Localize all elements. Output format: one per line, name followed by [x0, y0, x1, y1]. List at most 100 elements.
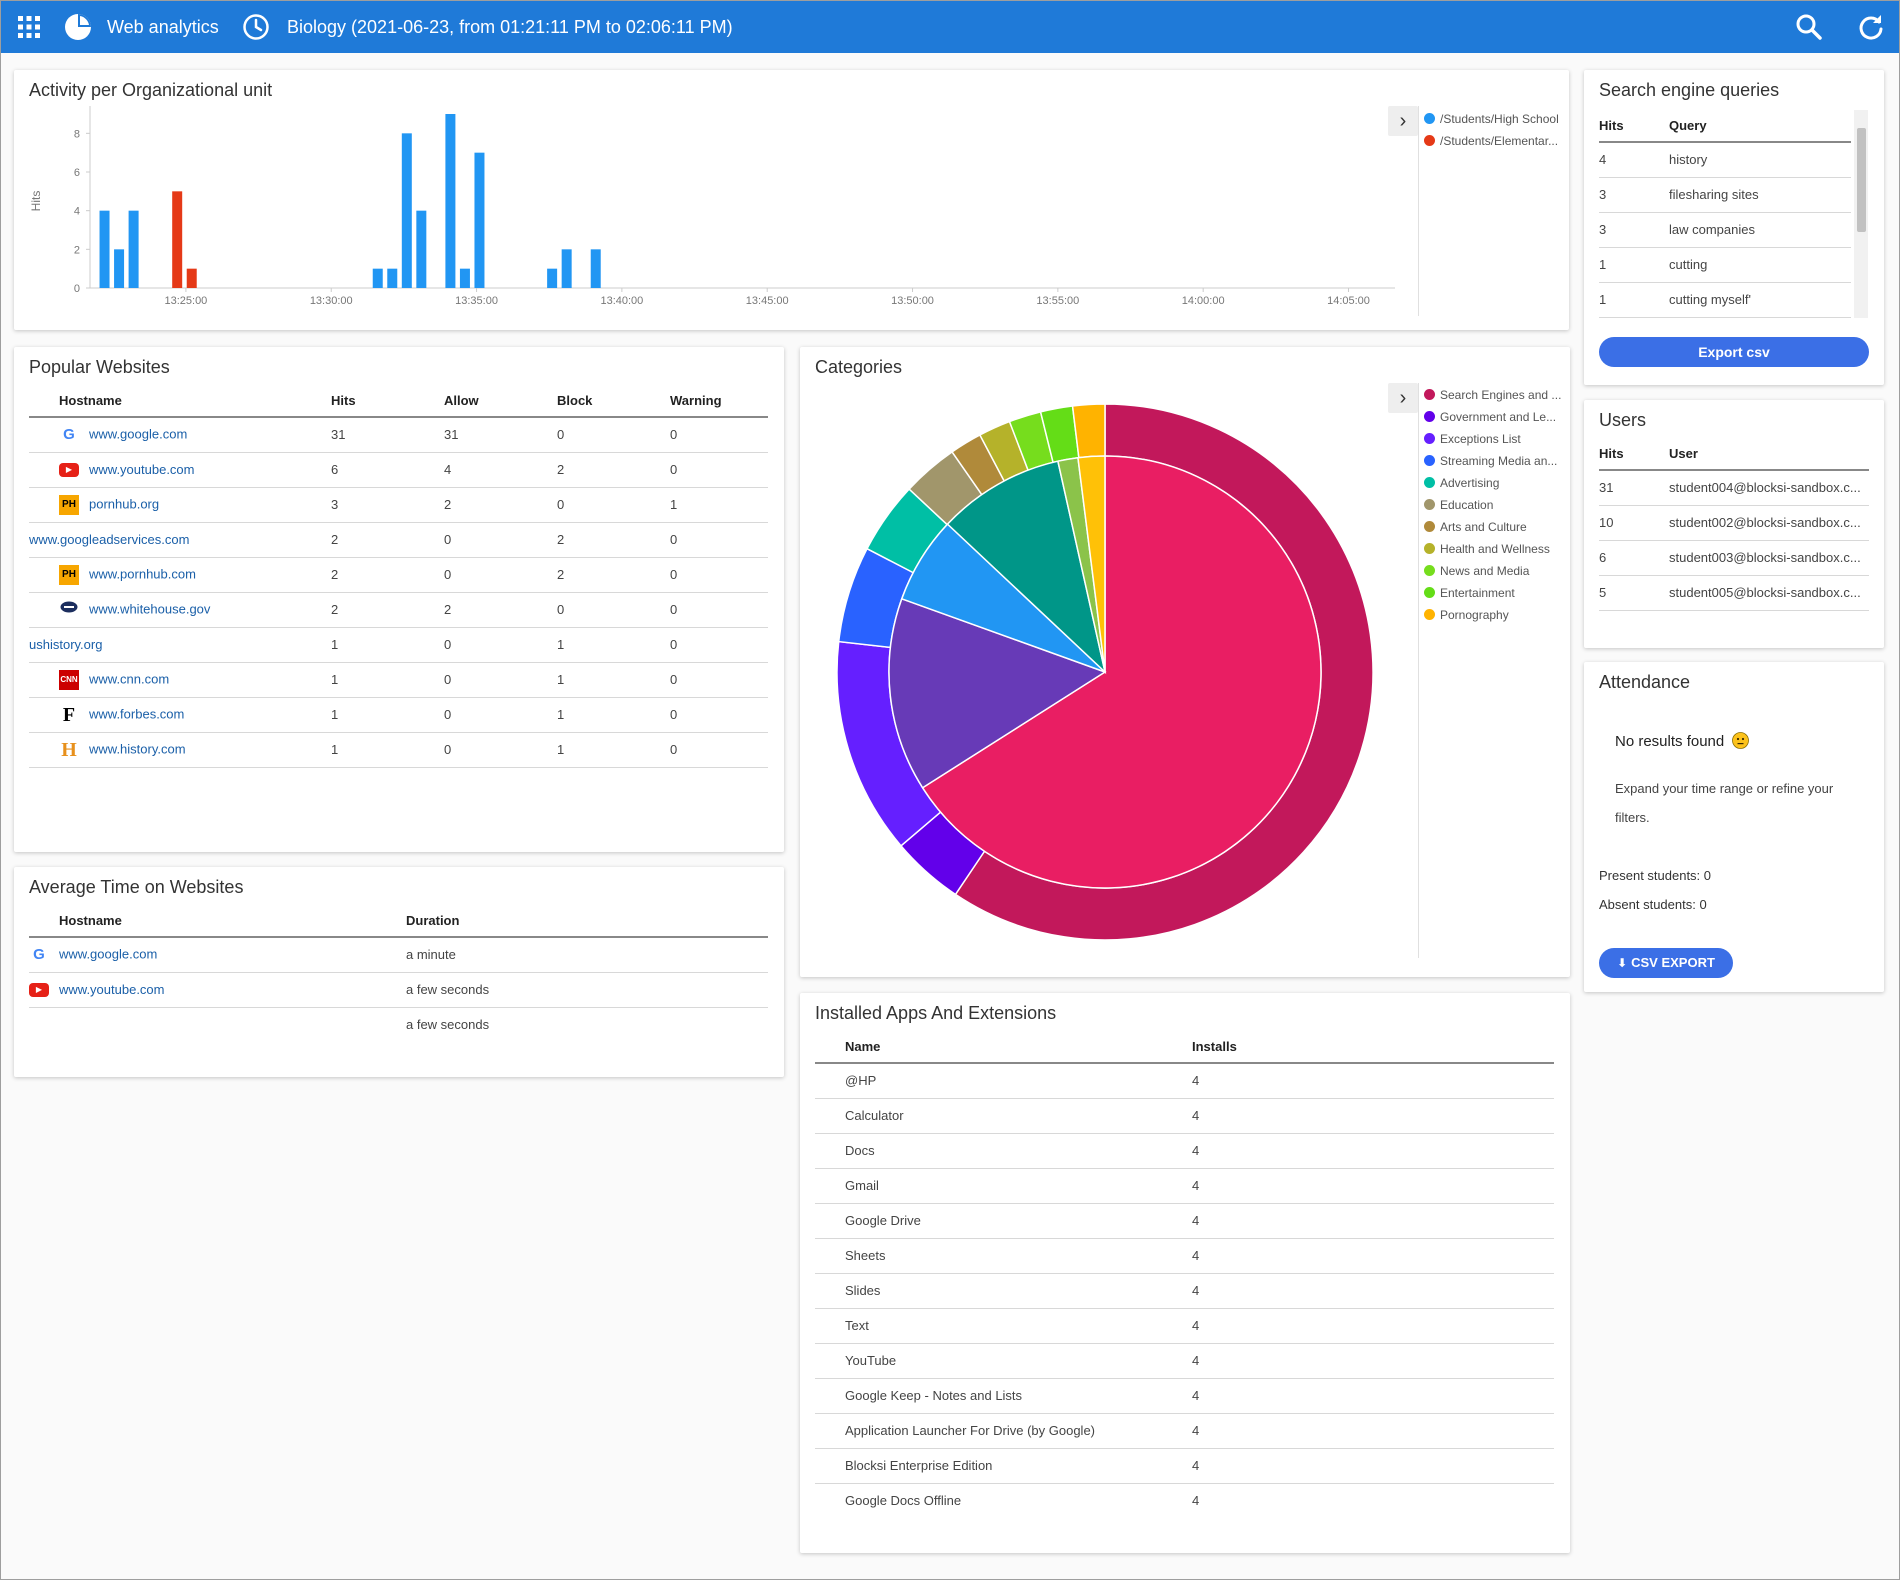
bar[interactable] — [401, 133, 412, 288]
table-row[interactable]: 5 student005@blocksi-sandbox.c... — [1599, 575, 1869, 611]
table-row[interactable]: 6 student003@blocksi-sandbox.c... — [1599, 540, 1869, 576]
table-row[interactable]: 3 law companies — [1599, 212, 1851, 248]
hostname-link[interactable]: www.youtube.com — [59, 981, 165, 997]
table-row[interactable]: PH www.pornhub.com 2 0 2 0 — [29, 557, 768, 593]
bar[interactable] — [590, 249, 601, 288]
legend-item[interactable]: Entertainment — [1424, 586, 1515, 600]
table-row[interactable]: Google Keep - Notes and Lists 4 — [815, 1378, 1554, 1414]
hostname-link[interactable]: pornhub.org — [89, 495, 160, 511]
table-row[interactable]: @HP 4 — [815, 1063, 1554, 1099]
table-row[interactable]: Google Drive 4 — [815, 1203, 1554, 1239]
bar[interactable] — [547, 268, 558, 288]
hostname-link[interactable]: www.whitehouse.gov — [89, 600, 211, 616]
bar[interactable] — [459, 268, 470, 288]
bar[interactable] — [114, 249, 125, 288]
search-queries-scroll[interactable]: Hits Query 4 history 3 filesharing sites 3… — [1599, 110, 1868, 318]
hostname-link[interactable]: www.history.com — [89, 740, 186, 756]
table-row[interactable]: Calculator 4 — [815, 1098, 1554, 1134]
bar[interactable] — [561, 249, 572, 288]
table-row[interactable]: CNN www.cnn.com 1 0 1 0 — [29, 662, 768, 698]
search-icon[interactable] — [1795, 1, 1823, 53]
csv-export-button[interactable]: ⬇ CSV EXPORT — [1599, 948, 1733, 978]
hostname-link[interactable]: www.youtube.com — [89, 461, 195, 477]
refresh-icon[interactable] — [1857, 1, 1885, 53]
table-row[interactable]: 31 student004@blocksi-sandbox.c... — [1599, 470, 1869, 506]
hostname-link[interactable]: www.google.com — [89, 426, 188, 442]
legend-item-high-school[interactable]: /Students/High School — [1424, 112, 1559, 126]
table-row[interactable]: ▶ www.youtube.com 6 4 2 0 — [29, 452, 768, 488]
table-row[interactable]: Blocksi Enterprise Edition 4 — [815, 1448, 1554, 1484]
bar[interactable] — [474, 152, 485, 288]
pie-inner-slice[interactable] — [888, 597, 1107, 789]
col-block[interactable]: Block — [557, 385, 670, 418]
export-csv-button[interactable]: Export csv — [1599, 337, 1869, 367]
table-row[interactable]: www.whitehouse.gov 2 2 0 0 — [29, 592, 768, 628]
pie-inner-slice[interactable] — [1077, 455, 1106, 673]
hostname-link[interactable]: www.cnn.com — [89, 670, 170, 686]
scrollbar-track[interactable] — [1854, 110, 1868, 318]
legend-item[interactable]: Health and Wellness — [1424, 542, 1550, 556]
hostname-link[interactable]: www.forbes.com — [89, 705, 185, 721]
table-row[interactable]: Docs 4 — [815, 1133, 1554, 1169]
legend-expand-button[interactable]: › — [1388, 106, 1418, 136]
col-allow[interactable]: Allow — [444, 385, 557, 418]
table-row[interactable]: 4 history — [1599, 142, 1851, 178]
scrollbar-thumb[interactable] — [1857, 128, 1866, 232]
bar[interactable] — [387, 268, 398, 288]
apps-grid-icon[interactable] — [17, 1, 41, 53]
bar[interactable] — [186, 268, 197, 288]
clock-icon[interactable] — [242, 1, 270, 53]
col-installs[interactable]: Installs — [1192, 1031, 1554, 1064]
legend-item[interactable]: Exceptions List — [1424, 432, 1521, 446]
table-row[interactable]: ushistory.org 1 0 1 0 — [29, 627, 768, 663]
table-row[interactable]: 3 filesharing sites — [1599, 177, 1851, 213]
bar[interactable] — [99, 210, 110, 288]
hostname-link[interactable]: www.google.com — [59, 946, 158, 962]
table-row[interactable]: 1 cutting — [1599, 247, 1851, 283]
table-row[interactable]: Google Docs Offline 4 — [815, 1483, 1554, 1518]
table-row[interactable]: Application Launcher For Drive (by Googl… — [815, 1413, 1554, 1449]
legend-expand-button[interactable]: › — [1388, 383, 1418, 413]
col-user[interactable]: User — [1669, 438, 1869, 471]
legend-item[interactable]: Arts and Culture — [1424, 520, 1527, 534]
table-row[interactable]: Gmail 4 — [815, 1168, 1554, 1204]
hostname-link[interactable]: ushistory.org — [29, 637, 103, 652]
col-warning[interactable]: Warning — [670, 385, 768, 418]
table-row[interactable]: 10 student002@blocksi-sandbox.c... — [1599, 505, 1869, 541]
legend-item[interactable]: Search Engines and ... — [1424, 388, 1561, 402]
table-row[interactable]: Slides 4 — [815, 1273, 1554, 1309]
legend-item[interactable]: Advertising — [1424, 476, 1499, 490]
table-row[interactable]: ▶ www.youtube.com a few seconds — [29, 972, 768, 1008]
col-hits[interactable]: Hits — [331, 385, 444, 418]
table-row[interactable]: PH pornhub.org 3 2 0 1 — [29, 487, 768, 523]
table-row[interactable]: YouTube 4 — [815, 1343, 1554, 1379]
col-hostname[interactable]: Hostname — [59, 905, 406, 938]
table-row[interactable]: a few seconds — [29, 1007, 768, 1042]
bar[interactable] — [172, 191, 183, 288]
hostname-link[interactable]: www.googleadservices.com — [29, 532, 190, 547]
legend-item[interactable]: Education — [1424, 498, 1493, 512]
table-row[interactable]: Sheets 4 — [815, 1238, 1554, 1274]
bar[interactable] — [416, 210, 427, 288]
pie-outer-slice[interactable] — [1071, 403, 1106, 459]
col-hostname[interactable]: Hostname — [59, 385, 331, 418]
pie-inner-slice[interactable] — [946, 460, 1107, 675]
bar[interactable] — [445, 114, 456, 288]
col-hits[interactable]: Hits — [1599, 438, 1669, 471]
table-row[interactable]: www.googleadservices.com 2 0 2 0 — [29, 522, 768, 558]
table-row[interactable]: 1 cutting myself' — [1599, 282, 1851, 318]
legend-item[interactable]: News and Media — [1424, 564, 1529, 578]
table-row[interactable]: Text 4 — [815, 1308, 1554, 1344]
legend-item[interactable]: Pornography — [1424, 608, 1509, 622]
legend-item[interactable]: Government and Le... — [1424, 410, 1556, 424]
col-duration[interactable]: Duration — [406, 905, 768, 938]
col-query[interactable]: Query — [1669, 110, 1851, 143]
pie-inner-slice[interactable] — [921, 455, 1322, 889]
legend-item[interactable]: Streaming Media an... — [1424, 454, 1557, 468]
bar[interactable] — [128, 210, 139, 288]
hostname-link[interactable]: www.pornhub.com — [89, 565, 196, 581]
col-name[interactable]: Name — [845, 1031, 1192, 1064]
